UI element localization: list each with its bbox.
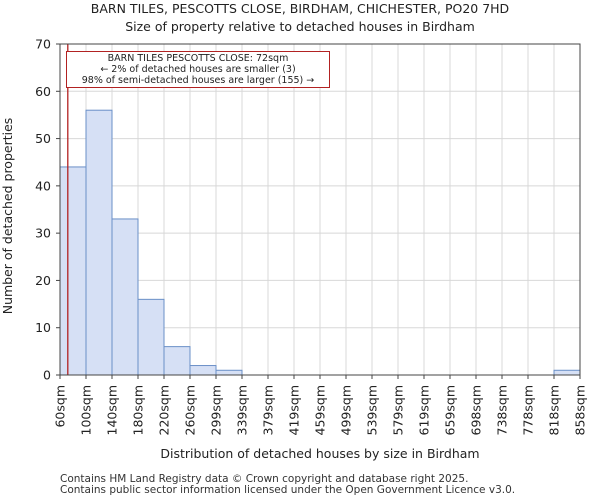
annotation-line-3: 98% of semi-detached houses are larger (… [81,75,315,86]
bars [59,109,581,376]
x-tick-labels: 60sqm 100sqm 140sqm 180sqm 220sqm 260sqm 299sq… [53,375,588,435]
bar-299sqm [215,369,243,376]
x-axis-label: Distribution of detached houses by size … [160,446,479,461]
x-tick-label: 778sqm [521,385,536,435]
y-tick-label: 70 [35,37,51,52]
footer-line-2: Contains public sector information licen… [60,484,516,496]
chart-subtitle: Size of property relative to detached ho… [125,19,475,34]
y-tick-label: 30 [35,226,51,241]
y-tick-label: 60 [35,84,51,99]
y-tick-label: 50 [35,131,51,146]
bar-100sqm [85,109,113,376]
x-tick-label: 698sqm [469,385,484,435]
footer-line-1: Contains HM Land Registry data © Crown c… [60,473,469,485]
x-tick-label: 499sqm [339,385,354,435]
x-tick-label: 140sqm [105,385,120,435]
x-tick-label: 579sqm [391,385,406,435]
x-tick-label: 419sqm [287,385,302,435]
bar-260sqm [189,365,217,376]
bar-60sqm [59,166,87,376]
y-tick-label: 10 [35,320,51,335]
y-axis-label: Number of detached properties [0,118,15,315]
x-tick-label: 339sqm [235,385,250,435]
bar-220sqm [163,346,191,376]
y-tick-labels: 0 10 20 30 40 50 60 70 [35,37,60,383]
bar-818sqm [553,369,581,376]
bar-140sqm [111,218,139,376]
x-tick-label: 459sqm [313,385,328,435]
annotation-line-1: BARN TILES PESCOTTS CLOSE: 72sqm [107,53,289,64]
y-tick-label: 40 [35,178,51,193]
x-tick-label: 619sqm [417,385,432,435]
x-tick-label: 539sqm [365,385,380,435]
x-tick-label: 220sqm [157,385,172,435]
y-tick-label: 20 [35,273,51,288]
chart-title: BARN TILES, PESCOTTS CLOSE, BIRDHAM, CHI… [90,1,510,16]
x-tick-label: 260sqm [183,385,198,435]
x-tick-label: 818sqm [547,385,562,435]
x-tick-label: 738sqm [495,385,510,435]
x-tick-label: 100sqm [79,385,94,435]
x-tick-label: 60sqm [53,385,68,428]
x-tick-label: 379sqm [261,385,276,435]
bar-180sqm [137,298,165,376]
x-tick-label: 299sqm [209,385,224,435]
annotation-line-2: ← 2% of detached houses are smaller (3) [100,64,296,75]
x-tick-label: 659sqm [443,385,458,435]
x-tick-label: 858sqm [573,385,588,435]
x-tick-label: 180sqm [131,385,146,435]
y-tick-label: 0 [43,368,51,383]
marker-annotation: BARN TILES PESCOTTS CLOSE: 72sqm ← 2% of… [66,51,330,88]
